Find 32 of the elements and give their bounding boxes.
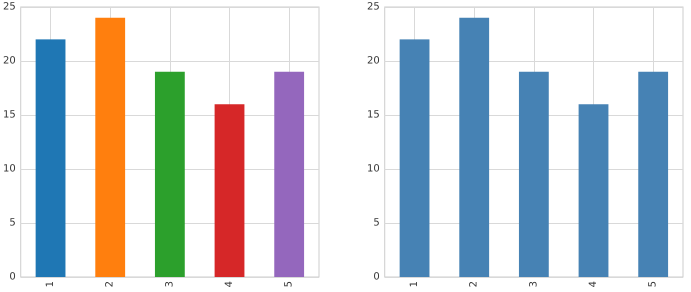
y-tick-label: 25 (2, 2, 16, 12)
y-tick-label: 10 (366, 164, 380, 174)
y-tick-label: 15 (2, 110, 16, 120)
bar (578, 104, 608, 277)
x-tick-label: 2 (104, 281, 116, 288)
y-tick-label: 5 (373, 218, 380, 228)
x-tick-label: 3 (528, 281, 540, 288)
x-tick-label: 3 (164, 281, 176, 288)
y-tick-label: 0 (9, 272, 16, 282)
y-tick-label: 10 (2, 164, 16, 174)
x-tick-label: 5 (284, 281, 295, 288)
x-tick-label: 1 (409, 281, 420, 288)
bar (638, 72, 668, 277)
y-tick-label: 20 (2, 56, 16, 66)
bar (95, 18, 126, 277)
x-tick-label: 1 (45, 281, 56, 288)
bar (214, 104, 244, 277)
bar (459, 18, 490, 277)
y-tick-label: 5 (9, 218, 16, 228)
y-tick-label: 25 (366, 2, 380, 12)
x-tick-label: 4 (588, 281, 600, 288)
bar (518, 72, 549, 277)
bar (36, 39, 66, 277)
bar (400, 39, 430, 277)
y-tick-label: 20 (366, 56, 380, 66)
x-tick-label: 5 (648, 281, 659, 288)
bar (154, 72, 185, 277)
y-tick-label: 0 (373, 272, 380, 282)
y-tick-label: 15 (366, 110, 380, 120)
bar (274, 72, 304, 277)
x-tick-label: 4 (224, 281, 236, 288)
x-tick-label: 2 (468, 281, 480, 288)
